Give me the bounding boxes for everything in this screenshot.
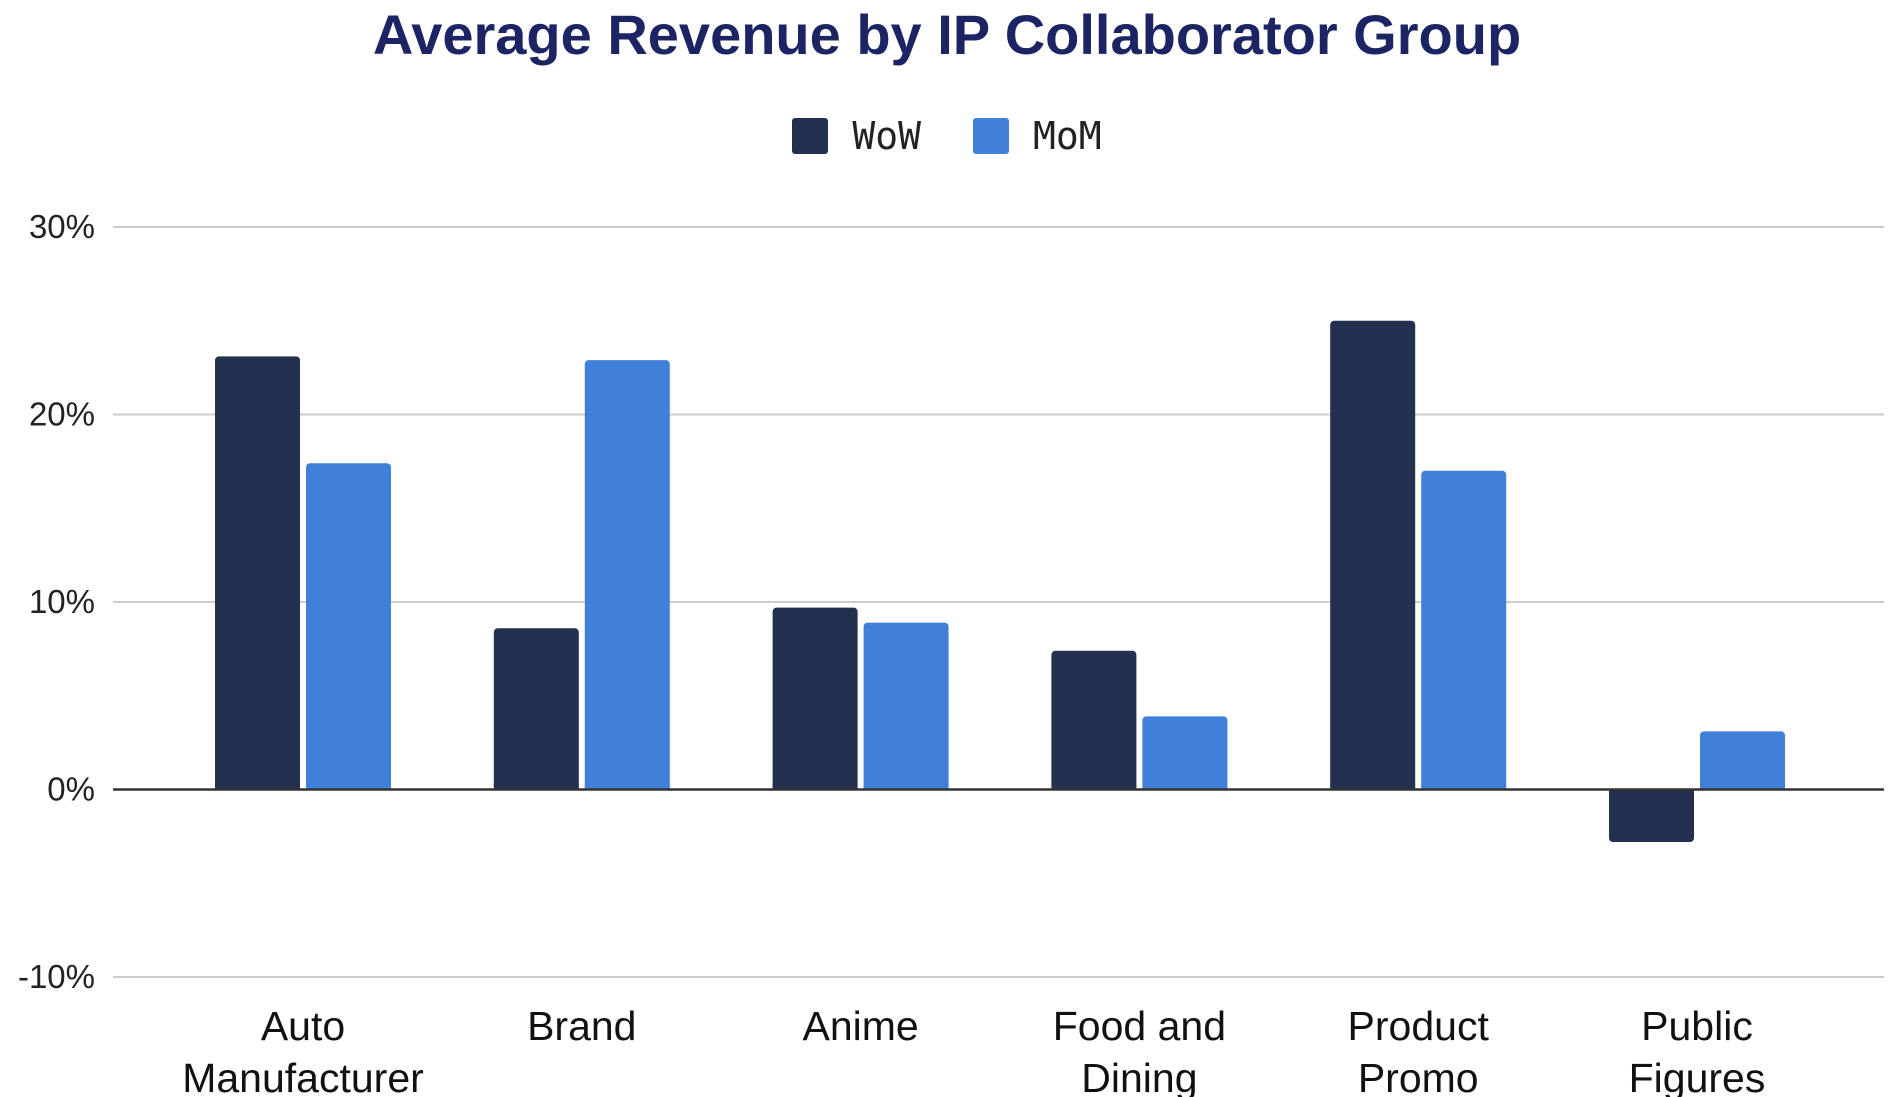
bar-base	[306, 784, 391, 790]
legend-item-wow: WoW	[792, 114, 921, 158]
y-tick-label: 20%	[29, 396, 95, 433]
x-category-label: Auto Manufacturer	[182, 1003, 424, 1097]
bars	[215, 320, 1785, 842]
y-tick-label: 30%	[29, 208, 95, 245]
x-category-label: Food and Dining	[1053, 1003, 1226, 1097]
y-tick-label: 0%	[47, 771, 95, 808]
x-category-label: Brand	[527, 1003, 636, 1049]
bar-wow-public-figures	[1609, 789, 1694, 842]
legend: WoW MoM	[0, 114, 1894, 158]
legend-swatch-mom	[973, 118, 1009, 154]
bar-base	[863, 784, 949, 790]
bar-mom-public-figures	[1700, 731, 1785, 790]
x-axis-labels: Auto Manufacturer Brand Anime Food and Dining…	[182, 1003, 1765, 1097]
bar-base	[772, 784, 858, 790]
bar-mom-brand	[584, 360, 670, 790]
bar-base	[584, 784, 670, 790]
bar-wow-auto-manufacturer	[215, 356, 300, 790]
bar-wow-product-promo	[1330, 320, 1416, 790]
x-category-label: Public Figures	[1629, 1003, 1766, 1097]
chart-title: Average Revenue by IP Collaborator Group	[372, 3, 1522, 66]
bar-base	[1142, 784, 1228, 790]
bar-mom-anime	[863, 622, 949, 790]
bar-base	[1421, 784, 1507, 790]
x-category-label: Anime	[802, 1003, 918, 1049]
legend-label-wow: WoW	[852, 114, 921, 158]
y-tick-label: -10%	[18, 958, 95, 995]
bar-base	[215, 784, 300, 790]
bar-mom-auto-manufacturer	[306, 463, 391, 790]
legend-label-mom: MoM	[1033, 114, 1102, 158]
gridlines	[113, 226, 1884, 978]
bar-base	[1700, 784, 1785, 790]
bar-base	[493, 784, 579, 790]
y-axis-ticks: 30% 20% 10% 0% -10%	[18, 208, 95, 995]
bar-wow-food-and-dining	[1051, 650, 1137, 790]
x-category-label: Product Promo	[1348, 1003, 1490, 1097]
legend-item-mom: MoM	[973, 114, 1102, 158]
bar-wow-brand	[493, 628, 579, 790]
bar-wow-anime	[772, 607, 858, 790]
bar-mom-food-and-dining	[1142, 716, 1228, 790]
bar-base	[1609, 789, 1694, 795]
bar-base	[1330, 784, 1416, 790]
legend-swatch-wow	[792, 118, 829, 154]
bar-base	[1051, 784, 1137, 790]
bar-mom-product-promo	[1421, 470, 1507, 790]
y-tick-label: 10%	[29, 583, 95, 620]
